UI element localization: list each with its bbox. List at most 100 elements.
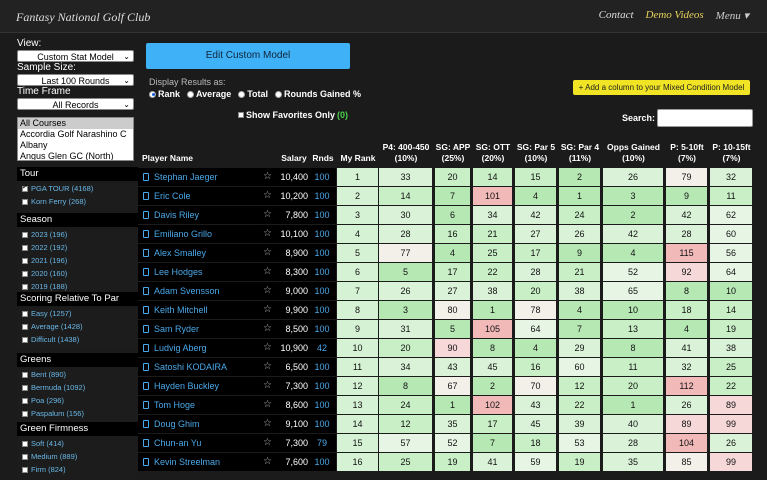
- player-name-link[interactable]: Lee Hodges: [154, 267, 203, 277]
- player-name-link[interactable]: Hayden Buckley: [154, 381, 220, 391]
- table-row[interactable]: Lee Hodges ☆ 8,300 100 6 5 17 22 28 21 52 92 64: [138, 263, 767, 282]
- favorite-star-icon[interactable]: ☆: [263, 437, 272, 448]
- column-header-salary[interactable]: Salary: [281, 153, 307, 163]
- player-name-link[interactable]: Alex Smalley: [154, 248, 207, 258]
- player-profile-icon[interactable]: [143, 173, 149, 181]
- favorites-checkbox[interactable]: [238, 112, 244, 118]
- filter-option[interactable]: Average (1428): [22, 322, 83, 331]
- filter-option[interactable]: Difficult (1438): [22, 335, 79, 344]
- nav-demo-videos-link[interactable]: Demo Videos: [645, 9, 704, 21]
- player-name-link[interactable]: Ludvig Aberg: [154, 343, 207, 353]
- player-name-link[interactable]: Tom Hoge: [154, 400, 196, 410]
- filter-option[interactable]: Paspalum (156): [22, 409, 84, 418]
- filter-option[interactable]: Bermuda (1092): [22, 383, 85, 392]
- player-name-link[interactable]: Adam Svensson: [154, 286, 220, 296]
- column-header-rounds[interactable]: Rnds: [312, 153, 334, 163]
- favorite-star-icon[interactable]: ☆: [263, 323, 272, 334]
- radio-dot-icon[interactable]: [275, 90, 283, 98]
- rounds-link[interactable]: 100: [314, 267, 330, 277]
- favorite-star-icon[interactable]: ☆: [263, 304, 272, 315]
- table-row[interactable]: Kevin Streelman ☆ 7,600 100 16 25 19 41 59 19 35 85…: [138, 453, 767, 472]
- brand-logo-text[interactable]: Fantasy National Golf Club: [16, 10, 151, 24]
- filter-checkbox[interactable]: [22, 310, 28, 317]
- column-header-my-rank[interactable]: My Rank: [340, 153, 376, 163]
- filter-option[interactable]: 2020 (160): [22, 269, 67, 278]
- player-name-link[interactable]: Chun-an Yu: [154, 438, 202, 448]
- favorite-star-icon[interactable]: ☆: [263, 190, 272, 201]
- rounds-link[interactable]: 100: [314, 381, 330, 391]
- rounds-link[interactable]: 79: [316, 438, 327, 448]
- table-row[interactable]: Hayden Buckley ☆ 7,300 100 12 8 67 2 70 12 20 112 22: [138, 377, 767, 396]
- filter-option[interactable]: Medium (889): [22, 452, 77, 461]
- rounds-link[interactable]: 100: [314, 286, 330, 296]
- column-header-stat[interactable]: P4: 400-450 (10%): [382, 142, 430, 163]
- column-header-stat[interactable]: SG: Par 5 (10%): [516, 142, 556, 163]
- filter-checkbox[interactable]: [22, 257, 28, 264]
- filter-checkbox[interactable]: [22, 453, 28, 460]
- filter-option[interactable]: Poa (296): [22, 396, 64, 405]
- player-profile-icon[interactable]: [143, 306, 149, 314]
- radio-dot-icon[interactable]: [149, 90, 156, 98]
- filter-checkbox[interactable]: [22, 371, 28, 378]
- course-listbox[interactable]: All Courses Accordia Golf Narashino C Alba…: [17, 117, 134, 161]
- player-name-link[interactable]: Stephan Jaeger: [154, 172, 218, 182]
- filter-checkbox[interactable]: [22, 270, 28, 277]
- table-row[interactable]: Doug Ghim ☆ 9,100 100 14 12 35 17 45 39 40 89 99: [138, 415, 767, 434]
- course-option[interactable]: All Courses: [18, 118, 133, 129]
- filter-checkbox[interactable]: [22, 336, 28, 343]
- filter-checkbox[interactable]: [22, 183, 28, 192]
- column-header-player-name[interactable]: Player Name: [142, 153, 194, 163]
- course-option[interactable]: Angus Glen GC (North): [20, 151, 114, 161]
- filter-checkbox[interactable]: [22, 440, 28, 447]
- filter-option[interactable]: PGA TOUR (4168): [22, 183, 93, 193]
- course-option[interactable]: Accordia Golf Narashino C: [20, 129, 127, 139]
- table-row[interactable]: Satoshi KODAIRA ☆ 6,500 100 11 34 43 45 16 60 11 32…: [138, 358, 767, 377]
- filter-option[interactable]: Korn Ferry (268): [22, 197, 86, 206]
- table-row[interactable]: Eric Cole ☆ 10,200 100 2 14 7 101 4 1 3 9 11: [138, 187, 767, 206]
- filter-checkbox[interactable]: [22, 384, 28, 391]
- player-name-link[interactable]: Emiliano Grillo: [154, 229, 213, 239]
- filter-option[interactable]: 2022 (192): [22, 243, 67, 252]
- player-profile-icon[interactable]: [143, 363, 149, 371]
- table-row[interactable]: Alex Smalley ☆ 8,900 100 5 77 4 25 17 9 4 115 56: [138, 244, 767, 263]
- player-profile-icon[interactable]: [143, 287, 149, 295]
- filter-checkbox[interactable]: [22, 244, 28, 251]
- filter-option[interactable]: 2023 (196): [22, 230, 67, 239]
- table-row[interactable]: Tom Hoge ☆ 8,600 100 13 24 1 102 43 22 1 26 89: [138, 396, 767, 415]
- favorite-star-icon[interactable]: ☆: [263, 209, 272, 220]
- player-profile-icon[interactable]: [143, 249, 149, 257]
- display-mode-radio[interactable]: Rounds Gained %: [275, 89, 361, 99]
- table-row[interactable]: Chun-an Yu ☆ 7,300 79 15 57 52 7 18 53 28 104 26: [138, 434, 767, 453]
- table-row[interactable]: Ludvig Aberg ☆ 10,900 42 10 20 90 8 4 29 8 41 38: [138, 339, 767, 358]
- show-favorites-toggle[interactable]: Show Favorites Only (0): [238, 110, 348, 120]
- column-header-stat[interactable]: P: 5-10ft (7%): [670, 142, 704, 163]
- edit-custom-model-button[interactable]: Edit Custom Model: [146, 43, 350, 69]
- filter-option[interactable]: Bent (890): [22, 370, 66, 379]
- radio-dot-icon[interactable]: [238, 90, 246, 98]
- rounds-link[interactable]: 100: [314, 457, 330, 467]
- column-header-stat[interactable]: SG: APP (25%): [435, 142, 471, 163]
- filter-option[interactable]: Easy (1257): [22, 309, 71, 318]
- column-header-stat[interactable]: SG: OTT (20%): [475, 142, 511, 163]
- course-option[interactable]: Albany: [20, 140, 48, 150]
- favorite-star-icon[interactable]: ☆: [263, 228, 272, 239]
- favorite-star-icon[interactable]: ☆: [263, 361, 272, 372]
- radio-dot-icon[interactable]: [187, 90, 195, 98]
- nav-contact-link[interactable]: Contact: [598, 9, 634, 21]
- display-mode-radio[interactable]: Total: [238, 89, 268, 99]
- favorite-star-icon[interactable]: ☆: [263, 266, 272, 277]
- rounds-link[interactable]: 100: [314, 229, 330, 239]
- favorite-star-icon[interactable]: ☆: [263, 418, 272, 429]
- table-row[interactable]: Keith Mitchell ☆ 9,900 100 8 3 80 1 78 4 10 18 14: [138, 301, 767, 320]
- player-name-link[interactable]: Doug Ghim: [154, 419, 200, 429]
- rounds-link[interactable]: 100: [314, 191, 330, 201]
- player-profile-icon[interactable]: [143, 268, 149, 276]
- time-frame-select[interactable]: All Records ⌄: [17, 98, 134, 110]
- display-mode-radio[interactable]: Rank: [149, 89, 180, 99]
- column-header-stat[interactable]: P: 10-15ft (7%): [712, 142, 751, 163]
- favorite-star-icon[interactable]: ☆: [263, 380, 272, 391]
- table-row[interactable]: Davis Riley ☆ 7,800 100 3 30 6 34 42 24 2 42 62: [138, 206, 767, 225]
- sample-size-select[interactable]: Last 100 Rounds ⌄: [17, 74, 134, 86]
- player-name-link[interactable]: Eric Cole: [154, 191, 191, 201]
- rounds-link[interactable]: 100: [314, 362, 330, 372]
